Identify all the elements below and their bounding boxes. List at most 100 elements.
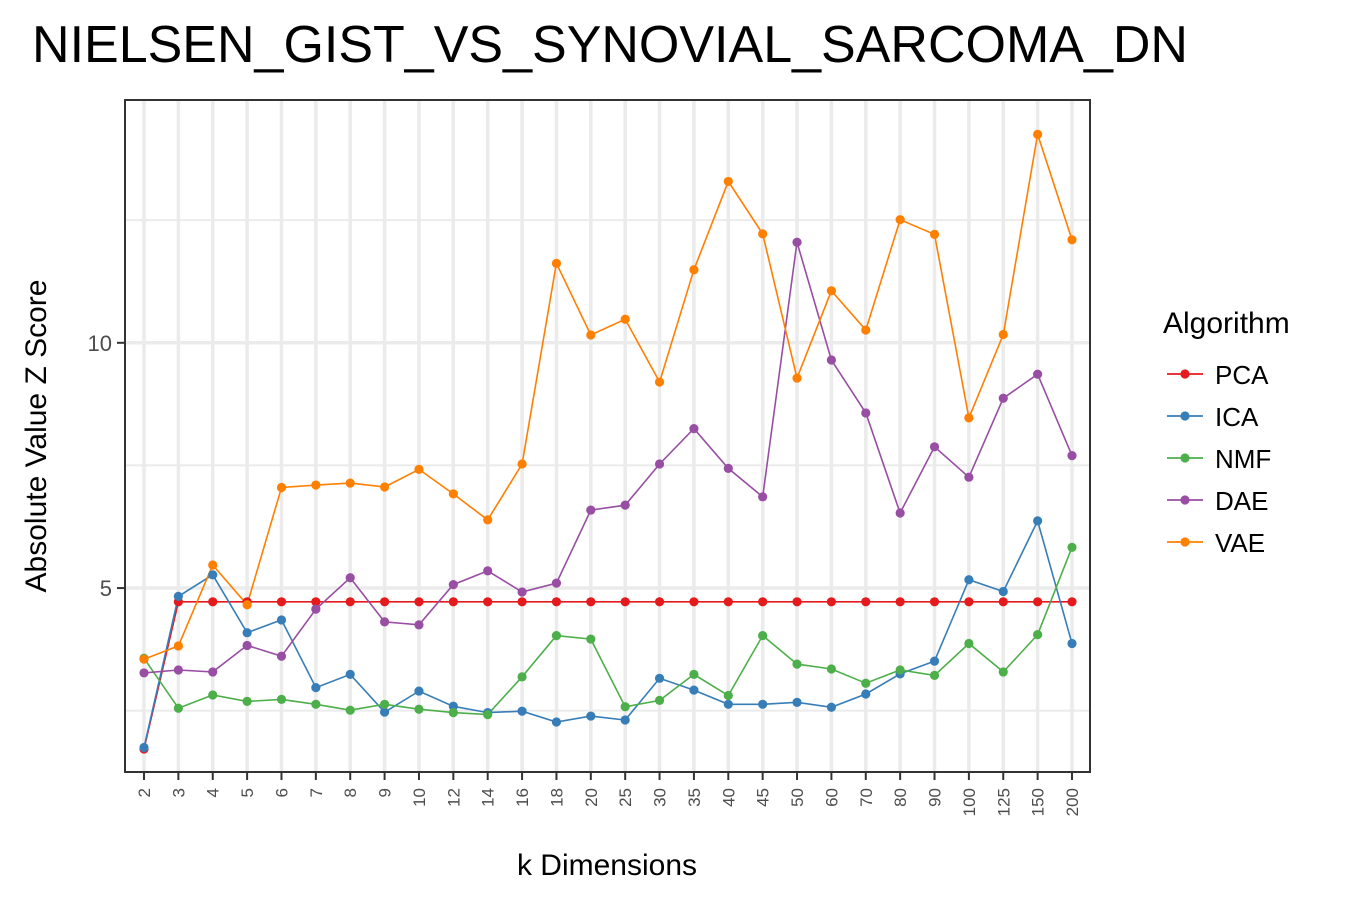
- point-ica: [998, 586, 1008, 597]
- point-dae: [758, 492, 768, 502]
- point-vae: [861, 325, 871, 335]
- legend-key-point: [1180, 411, 1190, 421]
- point-vae: [345, 478, 355, 488]
- x-tick-label: 125: [994, 788, 1013, 816]
- x-tick-label: 8: [341, 788, 360, 797]
- point-dae: [861, 408, 871, 418]
- point-pca: [345, 597, 355, 607]
- point-ica: [379, 707, 390, 717]
- point-dae: [551, 578, 562, 588]
- point-dae: [208, 667, 218, 677]
- point-ica: [758, 699, 768, 709]
- point-ica: [208, 570, 218, 580]
- point-ica: [139, 742, 149, 753]
- point-pca: [551, 597, 562, 607]
- point-vae: [551, 258, 562, 268]
- point-nmf: [208, 690, 218, 700]
- x-axis: 2 3 4 5 6 7 8 9 10 12 14 16 18 20 25 30 35 40 45 50 60 70 80 90…: [135, 772, 1082, 816]
- chart-title: NIELSEN_GIST_VS_SYNOVIAL_SARCOMA_DN: [32, 16, 1188, 74]
- point-vae: [586, 330, 596, 340]
- point-nmf: [689, 669, 699, 679]
- point-ica: [620, 715, 630, 725]
- x-tick-label: 5: [238, 788, 257, 797]
- x-tick-label: 14: [479, 788, 498, 807]
- point-vae: [517, 459, 527, 469]
- point-vae: [139, 654, 149, 664]
- point-nmf: [276, 694, 287, 705]
- point-nmf: [792, 659, 802, 669]
- x-tick-label: 2: [135, 788, 154, 797]
- point-ica: [173, 591, 183, 601]
- point-dae: [414, 620, 424, 630]
- point-nmf: [1067, 542, 1077, 552]
- point-dae: [276, 651, 287, 661]
- series-line-dae: [143, 241, 1073, 674]
- point-nmf: [826, 664, 837, 674]
- x-tick-label: 40: [719, 788, 738, 807]
- point-ica: [861, 689, 871, 699]
- x-tick-label: 150: [1029, 788, 1048, 816]
- point-nmf: [998, 667, 1008, 677]
- point-dae: [620, 500, 630, 510]
- point-vae: [654, 377, 665, 387]
- series-line-pca: [143, 600, 1072, 750]
- point-vae: [208, 560, 218, 570]
- point-pca: [792, 597, 802, 607]
- point-vae: [1033, 129, 1043, 139]
- point-ica: [448, 701, 458, 711]
- point-vae: [895, 215, 905, 225]
- point-dae: [964, 472, 974, 482]
- point-pca: [998, 597, 1008, 607]
- plot-panel-border: [124, 99, 1091, 773]
- point-ica: [723, 699, 733, 709]
- x-tick-label: 20: [582, 788, 601, 807]
- point-pca: [208, 597, 218, 607]
- point-ica: [689, 685, 699, 695]
- x-tick-label: 50: [788, 788, 807, 807]
- point-vae: [620, 314, 630, 324]
- point-pca: [414, 597, 424, 607]
- legend-label-ica: ICA: [1215, 402, 1259, 432]
- point-nmf: [929, 670, 940, 680]
- x-tick-label: 7: [307, 788, 326, 797]
- point-nmf: [448, 708, 458, 718]
- x-tick-label: 16: [513, 788, 532, 807]
- legend-title: Algorithm: [1163, 307, 1290, 340]
- x-tick-label: 9: [376, 788, 395, 797]
- point-ica: [311, 683, 321, 693]
- point-dae: [654, 459, 665, 469]
- point-dae: [379, 617, 390, 627]
- point-ica: [1033, 516, 1043, 526]
- point-ica: [929, 656, 940, 666]
- y-tick-label: 10: [88, 331, 112, 356]
- point-pca: [517, 597, 527, 607]
- x-tick-label: 4: [204, 788, 223, 797]
- point-nmf: [861, 678, 871, 688]
- point-dae: [586, 505, 596, 515]
- x-tick-label: 80: [891, 788, 910, 807]
- x-tick-label: 45: [754, 788, 773, 807]
- point-nmf: [345, 705, 355, 715]
- x-tick-label: 90: [926, 788, 945, 807]
- point-dae: [895, 508, 905, 518]
- point-vae: [379, 482, 390, 492]
- point-vae: [448, 489, 458, 499]
- x-tick-label: 200: [1063, 788, 1082, 816]
- point-nmf: [517, 672, 527, 682]
- series-layer: [139, 129, 1077, 754]
- point-vae: [964, 413, 974, 423]
- point-dae: [792, 237, 802, 247]
- point-dae: [826, 355, 837, 365]
- point-pca: [654, 597, 665, 607]
- x-tick-label: 100: [960, 788, 979, 816]
- point-pca: [586, 597, 596, 607]
- point-ica: [551, 717, 562, 727]
- point-ica: [276, 615, 287, 625]
- point-ica: [792, 697, 802, 707]
- point-pca: [379, 597, 390, 607]
- legend-key-point: [1180, 537, 1190, 547]
- point-nmf: [311, 699, 321, 709]
- point-ica: [654, 673, 665, 683]
- point-pca: [276, 597, 287, 607]
- point-vae: [276, 482, 287, 493]
